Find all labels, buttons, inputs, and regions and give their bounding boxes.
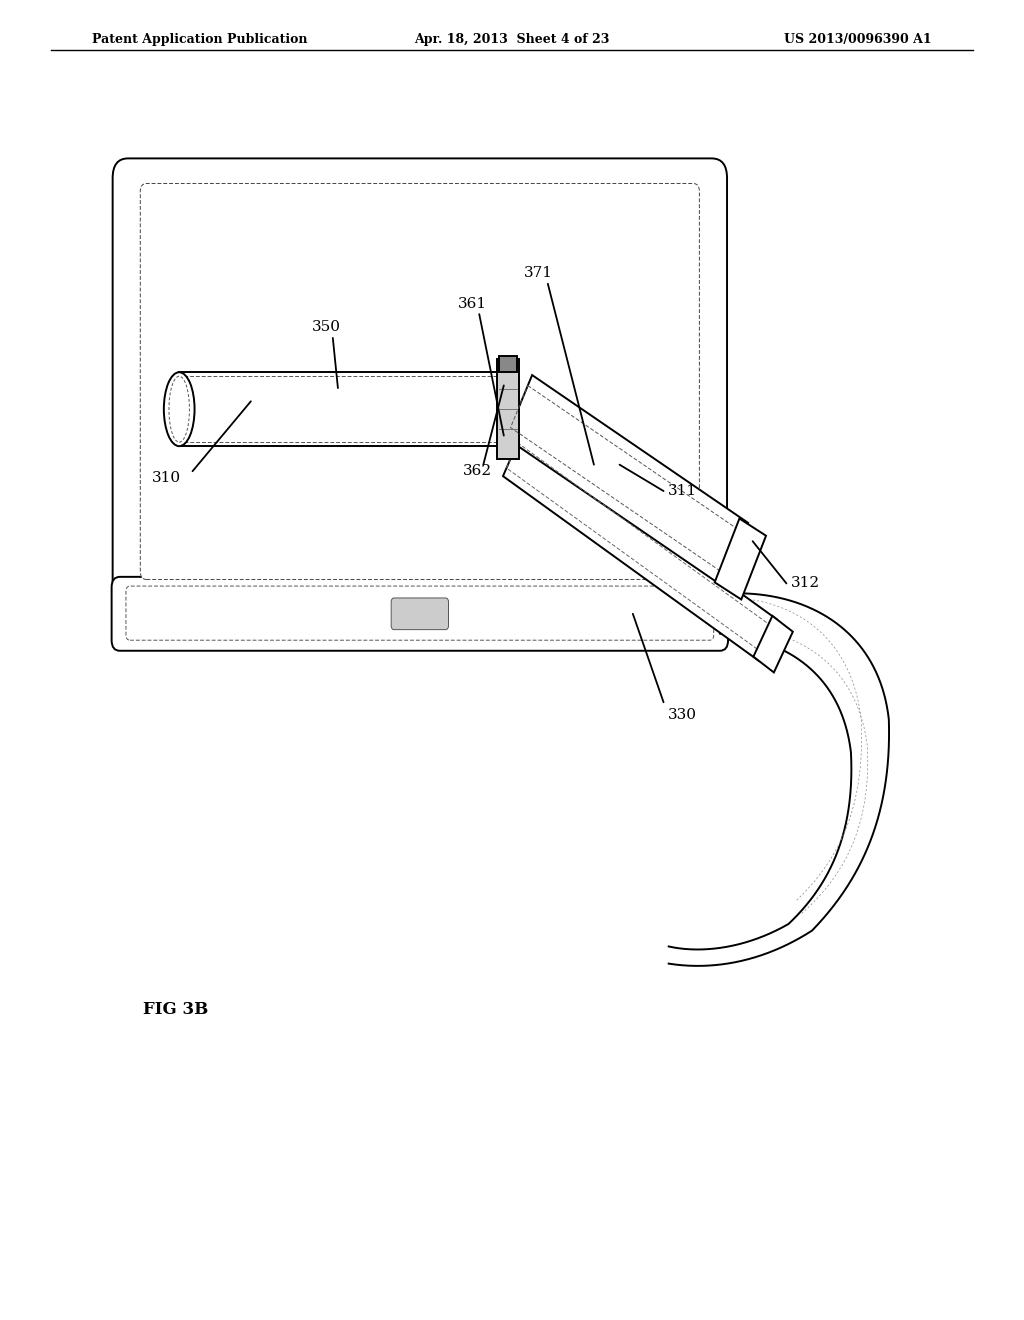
Text: 350: 350 xyxy=(312,321,341,334)
Polygon shape xyxy=(715,519,766,599)
Text: 362: 362 xyxy=(463,465,492,478)
Ellipse shape xyxy=(164,372,195,446)
Bar xyxy=(179,372,502,446)
Text: 312: 312 xyxy=(791,577,819,590)
Ellipse shape xyxy=(169,376,189,442)
Text: US 2013/0096390 A1: US 2013/0096390 A1 xyxy=(784,33,932,46)
FancyBboxPatch shape xyxy=(112,577,728,651)
Text: Patent Application Publication: Patent Application Publication xyxy=(92,33,307,46)
Text: 371: 371 xyxy=(524,267,553,280)
FancyBboxPatch shape xyxy=(391,598,449,630)
FancyBboxPatch shape xyxy=(140,183,699,579)
Text: 310: 310 xyxy=(152,471,180,484)
Bar xyxy=(499,356,517,372)
Text: FIG 3B: FIG 3B xyxy=(143,1002,209,1018)
Bar xyxy=(497,359,519,459)
Text: 361: 361 xyxy=(458,297,486,310)
Text: Apr. 18, 2013  Sheet 4 of 23: Apr. 18, 2013 Sheet 4 of 23 xyxy=(415,33,609,46)
Text: 330: 330 xyxy=(668,709,696,722)
Polygon shape xyxy=(754,616,793,672)
FancyBboxPatch shape xyxy=(113,158,727,607)
Polygon shape xyxy=(503,434,777,661)
Bar xyxy=(184,376,497,442)
Polygon shape xyxy=(506,375,749,586)
Polygon shape xyxy=(669,593,889,966)
FancyBboxPatch shape xyxy=(126,586,714,640)
Text: 311: 311 xyxy=(668,484,696,498)
